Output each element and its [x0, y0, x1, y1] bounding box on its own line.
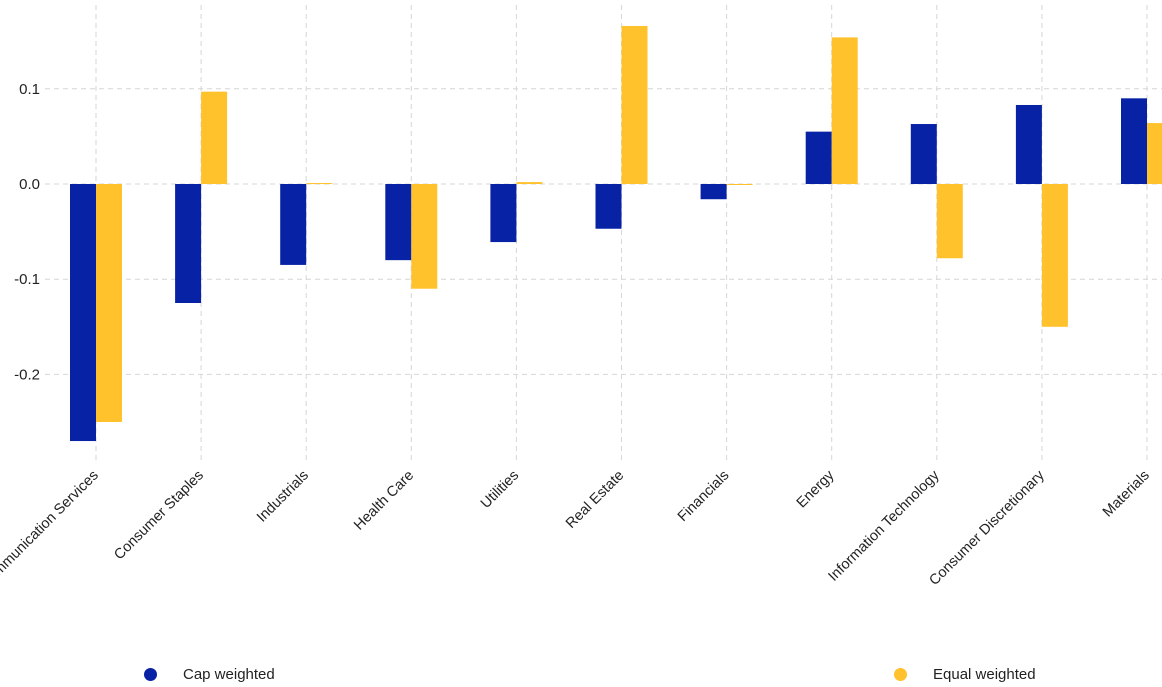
bar-equal-weighted	[96, 184, 122, 422]
bar-chart: 0.10.0-0.1-0.2 Communication Services Con…	[0, 5, 1162, 592]
bar-cap-weighted	[1121, 98, 1147, 184]
x-tick-label: Utilities	[478, 468, 522, 512]
legend-item-equal-weighted: Equal weighted	[894, 666, 1036, 683]
bar-equal-weighted	[306, 183, 333, 185]
x-tick-label: Financials	[675, 468, 732, 525]
bar-cap-weighted	[70, 184, 96, 442]
x-tick-label: Energy	[794, 467, 838, 511]
bar-cap-weighted	[490, 184, 517, 243]
bar-cap-weighted	[595, 184, 622, 229]
legend-swatch-cap-weighted	[144, 668, 157, 681]
x-tick-label: Health Care	[351, 468, 417, 534]
bar-cap-weighted	[805, 131, 832, 184]
legend-label-cap-weighted: Cap weighted	[183, 666, 275, 683]
bar-equal-weighted	[831, 37, 858, 184]
bars	[70, 25, 1162, 442]
bar-cap-weighted	[175, 184, 202, 303]
bar-cap-weighted	[1015, 104, 1042, 184]
legend-label-equal-weighted: Equal weighted	[933, 666, 1036, 683]
bar-cap-weighted	[700, 184, 727, 200]
bar-cap-weighted	[910, 124, 937, 184]
bar-equal-weighted	[621, 25, 648, 184]
x-tick-label: Communication Services	[0, 468, 102, 593]
bar-equal-weighted	[936, 184, 963, 259]
legend-item-cap-weighted: Cap weighted	[144, 666, 275, 683]
y-axis: 0.1 0.0 -0.1 -0.2	[14, 81, 40, 384]
y-tick-label: 0.1	[19, 81, 40, 98]
bar-equal-weighted	[726, 184, 753, 185]
x-tick-label: Real Estate	[563, 468, 627, 532]
bar-equal-weighted	[516, 182, 543, 184]
x-tick-label: Materials	[1100, 468, 1153, 521]
y-tick-label: 0.0	[19, 176, 40, 193]
bar-equal-weighted	[1147, 123, 1162, 184]
bar-cap-weighted	[385, 184, 412, 261]
y-tick-label: -0.1	[14, 271, 40, 288]
x-tick-label: Information Technology	[825, 467, 943, 585]
bar-equal-weighted	[411, 184, 438, 289]
bar-equal-weighted	[1041, 184, 1068, 327]
x-tick-label: Industrials	[254, 468, 312, 526]
legend-swatch-equal-weighted	[894, 668, 907, 681]
x-axis: Communication Services Consumer Staples In…	[0, 467, 1153, 592]
x-tick-label: Consumer Discretionary	[926, 467, 1048, 589]
x-tick-label: Consumer Staples	[111, 468, 207, 564]
grid	[45, 5, 1162, 463]
bar-cap-weighted	[280, 184, 307, 265]
y-tick-label: -0.2	[14, 366, 40, 383]
bar-equal-weighted	[201, 91, 228, 184]
